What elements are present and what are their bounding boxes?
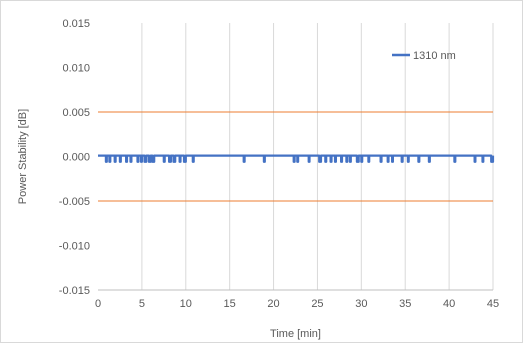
x-tick-label: 15 bbox=[224, 298, 236, 310]
y-tick-label: -0.010 bbox=[59, 241, 90, 253]
x-tick-labels: 0 5 10 15 20 25 30 35 40 45 bbox=[95, 298, 499, 310]
reference-lines bbox=[98, 111, 493, 202]
x-tick-label: 45 bbox=[487, 298, 499, 310]
x-tick-label: 40 bbox=[443, 298, 455, 310]
y-tick-label: -0.015 bbox=[59, 285, 90, 297]
y-tick-label: -0.005 bbox=[59, 196, 90, 208]
y-tick-labels: 0.015 0.010 0.005 0.000 -0.005 -0.010 -0.015 bbox=[59, 18, 90, 297]
y-tick-label: 0.000 bbox=[62, 152, 90, 164]
y-tick-label: 0.005 bbox=[62, 107, 90, 119]
x-tick-label: 5 bbox=[139, 298, 145, 310]
legend-label-1310nm: 1310 nm bbox=[413, 50, 456, 62]
x-tick-label: 0 bbox=[95, 298, 101, 310]
y-axis-title: Power Stability [dB] bbox=[17, 109, 29, 204]
y-tick-label: 0.010 bbox=[62, 63, 90, 75]
x-tick-label: 20 bbox=[267, 298, 279, 310]
x-tick-label: 10 bbox=[180, 298, 192, 310]
series-1310nm bbox=[98, 154, 495, 163]
x-tick-label: 25 bbox=[311, 298, 323, 310]
legend: 1310 nm bbox=[392, 50, 456, 62]
x-tick-label: 30 bbox=[355, 298, 367, 310]
series-line-1310nm bbox=[98, 154, 495, 163]
x-tick-label: 35 bbox=[399, 298, 411, 310]
x-axis-title: Time [min] bbox=[270, 328, 321, 340]
y-tick-label: 0.015 bbox=[62, 18, 90, 30]
